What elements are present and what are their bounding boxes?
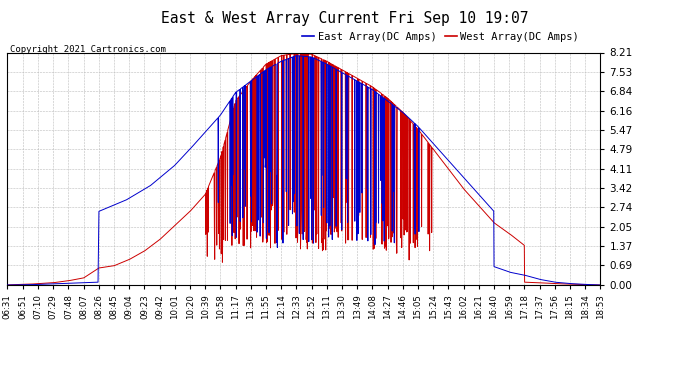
Text: Copyright 2021 Cartronics.com: Copyright 2021 Cartronics.com — [10, 45, 166, 54]
Legend: East Array(DC Amps), West Array(DC Amps): East Array(DC Amps), West Array(DC Amps) — [298, 27, 583, 46]
Text: East & West Array Current Fri Sep 10 19:07: East & West Array Current Fri Sep 10 19:… — [161, 11, 529, 26]
